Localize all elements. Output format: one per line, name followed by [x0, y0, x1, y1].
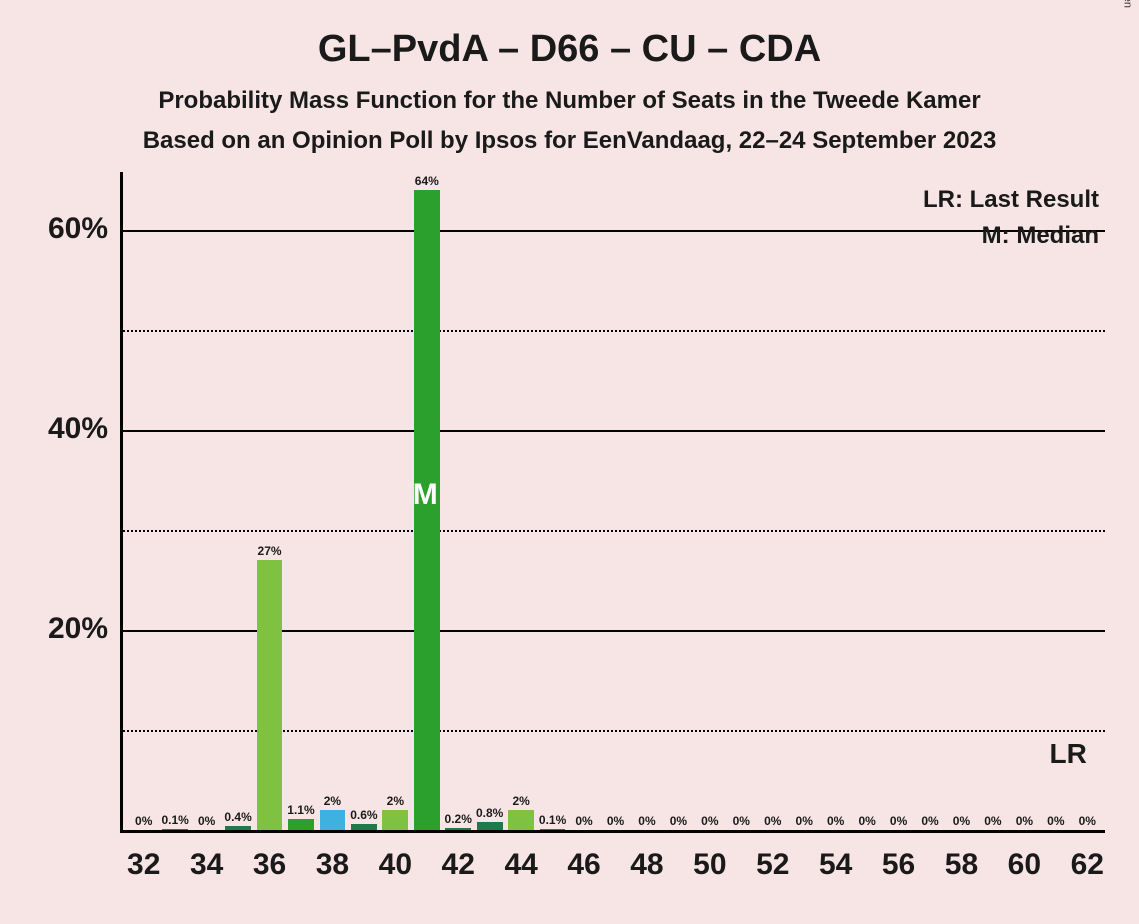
x-tick-label: 58 — [931, 848, 991, 882]
grid-minor — [123, 330, 1105, 332]
y-tick-label: 20% — [18, 612, 108, 646]
bar — [540, 829, 566, 830]
x-tick-label: 44 — [491, 848, 551, 882]
chart-subtitle-2: Based on an Opinion Poll by Ipsos for Ee… — [0, 127, 1139, 155]
bar-value-label: 0% — [1069, 814, 1105, 828]
x-axis — [120, 830, 1105, 833]
median-marker: M — [413, 478, 438, 512]
x-tick-label: 60 — [994, 848, 1054, 882]
bar — [257, 560, 283, 830]
bar — [382, 810, 408, 830]
y-tick-label: 60% — [18, 212, 108, 246]
chart-plot-area: 20%40%60%0%0.1%0%0.4%27%1.1%2%0.6%2%M64%… — [120, 180, 1105, 830]
bar-value-label: 2% — [503, 794, 539, 808]
bar — [162, 829, 188, 830]
grid-major — [123, 430, 1105, 432]
x-tick-label: 42 — [428, 848, 488, 882]
x-tick-label: 34 — [177, 848, 237, 882]
grid-major — [123, 230, 1105, 232]
bar-value-label: 0.6% — [346, 808, 382, 822]
x-tick-label: 62 — [1057, 848, 1117, 882]
chart-subtitle-1: Probability Mass Function for the Number… — [0, 87, 1139, 115]
bar — [445, 828, 471, 830]
y-tick-label: 40% — [18, 412, 108, 446]
chart-title: GL–PvdA – D66 – CU – CDA — [0, 0, 1139, 71]
x-tick-label: 36 — [240, 848, 300, 882]
lr-marker: LR — [1050, 738, 1087, 770]
bar — [288, 819, 314, 830]
bar — [320, 810, 346, 830]
bar-value-label: 27% — [252, 544, 288, 558]
bar-value-label: 2% — [377, 794, 413, 808]
x-tick-label: 46 — [554, 848, 614, 882]
copyright-text: © 2023 Filip van Laenen — [1121, 0, 1133, 8]
bar — [508, 810, 534, 830]
x-tick-label: 50 — [680, 848, 740, 882]
bar-value-label: 64% — [409, 174, 445, 188]
x-tick-label: 52 — [743, 848, 803, 882]
bar — [225, 826, 251, 830]
x-tick-label: 48 — [617, 848, 677, 882]
x-tick-label: 56 — [869, 848, 929, 882]
bar — [351, 824, 377, 830]
x-tick-label: 38 — [302, 848, 362, 882]
bar — [477, 822, 503, 830]
x-tick-label: 40 — [365, 848, 425, 882]
legend-lr: LR: Last Result — [923, 186, 1099, 214]
x-tick-label: 32 — [114, 848, 174, 882]
x-tick-label: 54 — [806, 848, 866, 882]
legend-m: M: Median — [982, 222, 1099, 250]
grid-minor — [123, 530, 1105, 532]
bar-value-label: 0.4% — [220, 810, 256, 824]
bar-value-label: 2% — [314, 794, 350, 808]
bar-value-label: 0.8% — [472, 806, 508, 820]
